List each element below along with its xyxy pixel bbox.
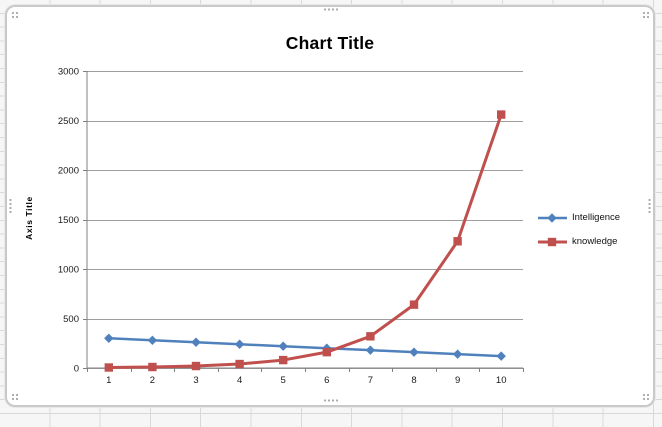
chart-title[interactable]: Chart Title [285, 33, 375, 53]
svg-text:2000: 2000 [58, 166, 79, 177]
svg-text:6: 6 [324, 375, 329, 386]
selection-handle-bottom-left[interactable] [11, 393, 18, 400]
legend-line-diamond-icon [538, 212, 567, 223]
chart-object[interactable]: Chart Title Axis Title 0 500 1000 1500 2000 2… [7, 7, 653, 405]
selection-handle-left[interactable] [9, 198, 12, 213]
legend-item-knowledge[interactable]: knowledge [537, 232, 649, 251]
legend-label: knowledge [572, 236, 618, 247]
svg-text:2500: 2500 [58, 116, 79, 127]
svg-text:1000: 1000 [58, 265, 79, 276]
svg-text:0: 0 [74, 364, 79, 375]
svg-text:3000: 3000 [58, 67, 79, 78]
selection-handle-bottom-right[interactable] [642, 393, 649, 400]
svg-text:9: 9 [455, 375, 460, 386]
selection-handle-bottom[interactable] [323, 399, 338, 402]
svg-text:5: 5 [281, 375, 286, 386]
legend[interactable]: Intelligence knowledge [537, 208, 649, 251]
legend-label: Intelligence [572, 212, 621, 223]
selection-handle-right[interactable] [648, 198, 651, 213]
svg-text:500: 500 [63, 314, 79, 325]
svg-text:7: 7 [368, 375, 373, 386]
svg-text:8: 8 [411, 375, 416, 386]
selection-handle-top-left[interactable] [11, 11, 18, 18]
svg-text:2: 2 [150, 375, 155, 386]
selection-handle-top-right[interactable] [642, 11, 649, 18]
svg-text:1: 1 [106, 375, 111, 386]
legend-line-square-icon [538, 237, 567, 246]
plot-area[interactable]: 0 500 1000 1500 2000 2500 3000 1 2 3 4 5 6 7 8 9 10 [7, 7, 653, 405]
svg-text:3: 3 [193, 375, 198, 386]
svg-text:1500: 1500 [58, 215, 79, 226]
svg-text:10: 10 [496, 375, 507, 386]
svg-text:4: 4 [237, 375, 242, 386]
selection-handle-top[interactable] [323, 8, 338, 11]
legend-item-intelligence[interactable]: Intelligence [537, 208, 649, 227]
